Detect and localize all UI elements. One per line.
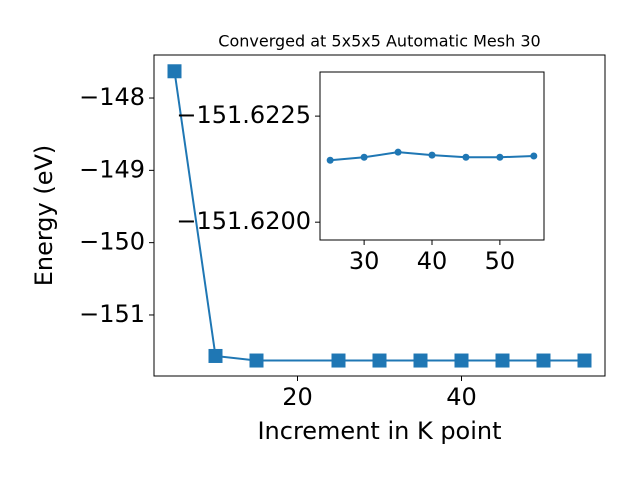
data-point — [454, 353, 469, 368]
data-point — [394, 148, 402, 156]
chart-title: Converged at 5x5x5 Automatic Mesh 30 — [218, 32, 540, 51]
y-tick-label: −148 — [79, 83, 145, 111]
data-point — [577, 353, 592, 368]
data-point — [360, 153, 368, 161]
data-point — [428, 151, 436, 159]
data-point — [530, 152, 538, 160]
x-tick-label: 40 — [417, 247, 448, 275]
data-point — [496, 153, 504, 161]
data-point — [462, 153, 470, 161]
y-tick-label: −150 — [79, 228, 145, 256]
data-line — [173, 71, 585, 362]
y-tick-label: −151.6200 — [176, 207, 311, 235]
data-point — [413, 353, 428, 368]
x-tick-label: 40 — [446, 383, 477, 411]
data-point — [372, 353, 387, 368]
x-axis-label: Increment in K point — [257, 417, 501, 445]
data-point — [326, 156, 334, 164]
x-tick-label: 30 — [349, 247, 380, 275]
x-tick-label: 50 — [485, 247, 516, 275]
data-point — [249, 353, 264, 368]
data-point — [331, 353, 346, 368]
x-tick-label: 20 — [282, 383, 313, 411]
y-axis-label: Energy (eV) — [30, 145, 58, 287]
data-point — [167, 64, 182, 79]
data-point — [208, 348, 223, 363]
data-point — [536, 353, 551, 368]
data-point — [495, 353, 510, 368]
y-tick-label: −151 — [79, 300, 145, 328]
y-tick-label: −151.6225 — [176, 101, 311, 129]
y-tick-label: −149 — [79, 155, 145, 183]
